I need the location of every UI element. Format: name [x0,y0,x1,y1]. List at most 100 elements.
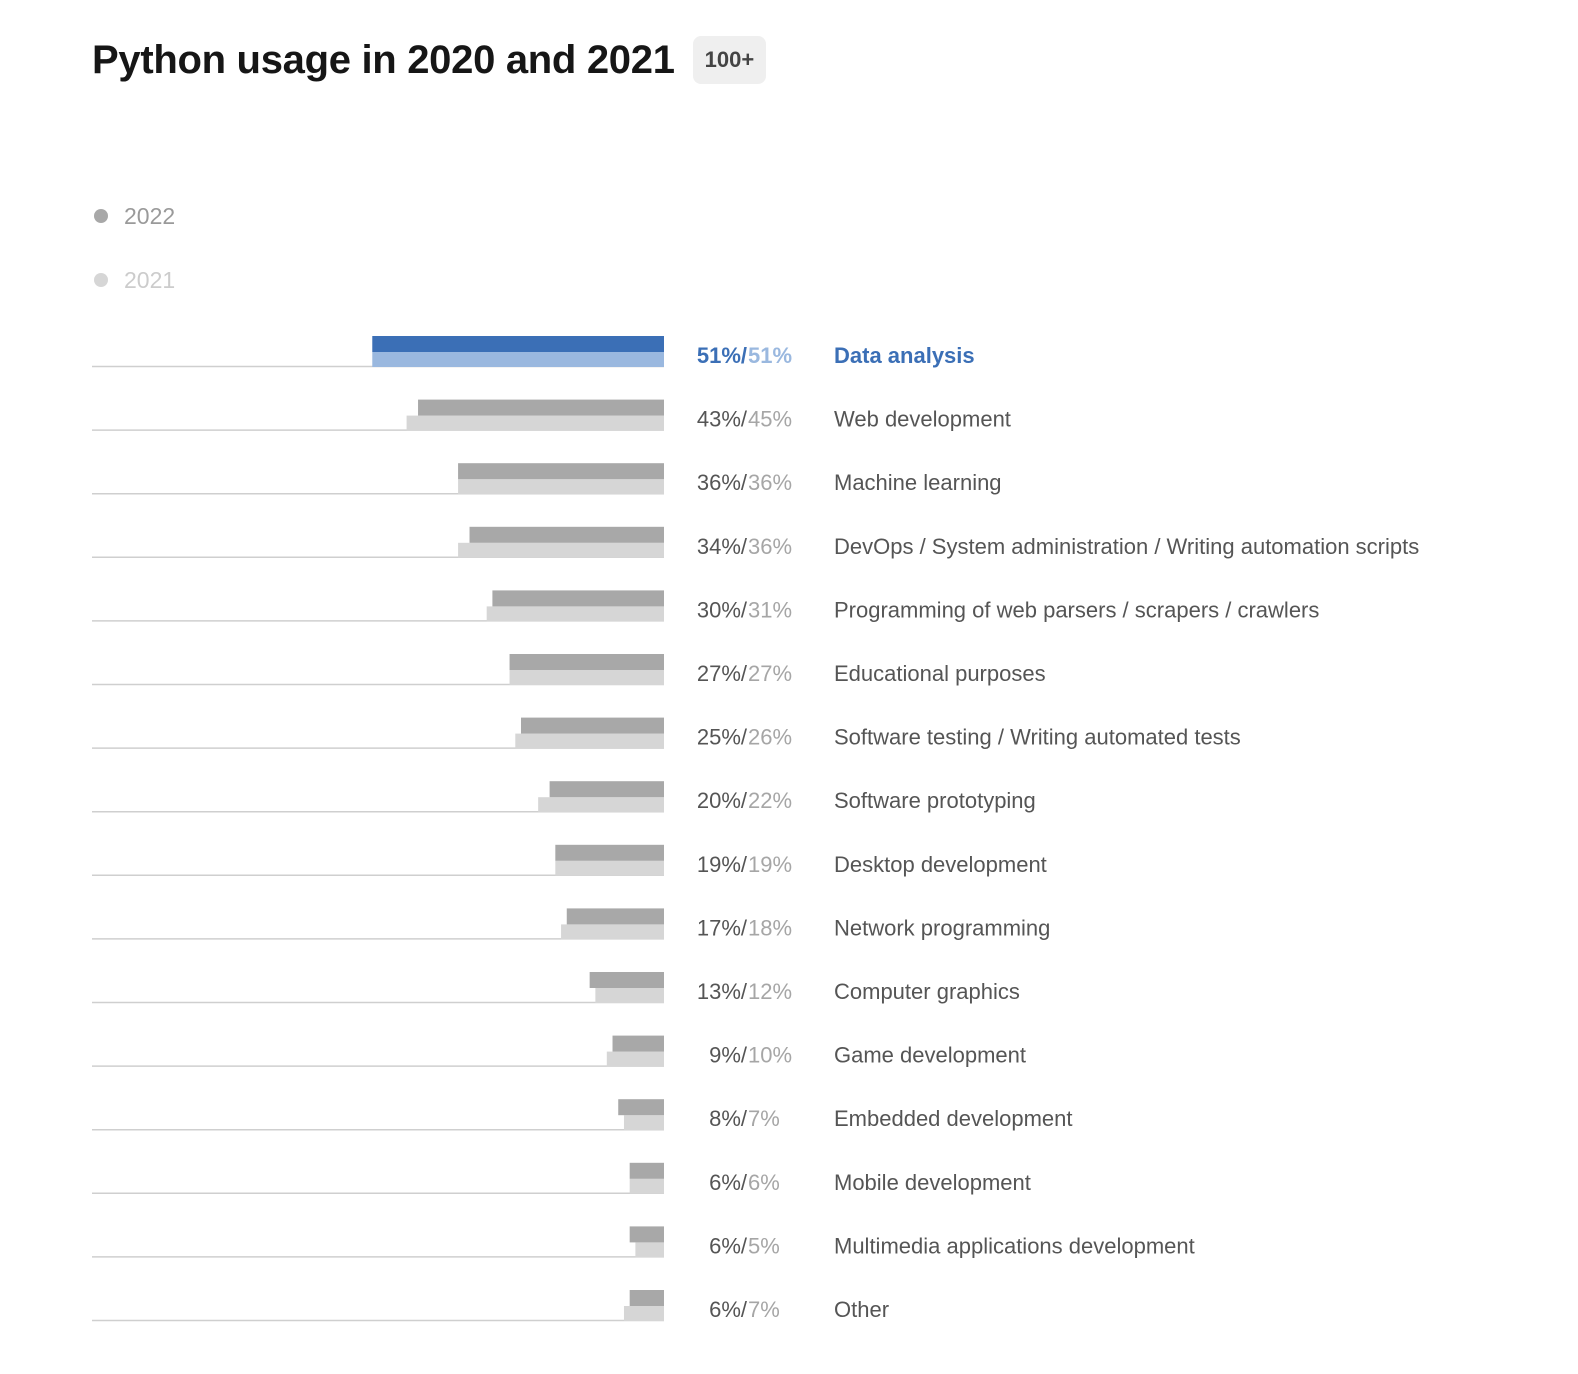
value-label-2021-row-6: 27% [748,661,792,686]
legend-item-2022[interactable]: 2022 [92,196,175,236]
bar-row-3: 36%/36% Machine learning [92,463,1002,495]
value-label-2021-row-9: 19% [748,852,792,877]
value-label-2021-row-13: 7% [748,1106,780,1131]
category-label-row-4: DevOps / System administration / Writing… [834,534,1419,559]
value-label-2022-row-1: 51%/ [697,343,747,368]
bar-2022-row-8 [549,781,664,798]
bar-2021-row-9 [555,860,664,876]
value-label-2021-row-11: 12% [748,979,792,1004]
value-label-2022-row-15: 6%/ [709,1233,748,1258]
value-label-2022-row-3: 36%/ [697,470,748,495]
bar-2022-row-16 [629,1290,664,1306]
category-label-row-3: Machine learning [834,470,1002,495]
bar-row-12: 9%/10% Game development [92,1035,1026,1068]
bar-row-2: 43%/45% Web development [92,399,1011,432]
bar-row-15: 6%/5% Multimedia applications development [92,1226,1195,1258]
value-label-2022-row-7: 25%/ [697,725,748,750]
bar-2022-row-1 [372,336,664,352]
bar-2022-row-4 [469,526,664,543]
bar-row-10: 17%/18% Network programming [92,908,1050,940]
value-label-2021-row-4: 36% [748,534,792,559]
value-label-2021-row-1: 51% [748,343,792,368]
bar-row-9: 19%/19% Desktop development [92,844,1047,877]
category-label-row-16: Other [834,1297,889,1322]
category-label-row-15: Multimedia applications development [834,1233,1195,1258]
value-label-2021-row-5: 31% [748,597,792,622]
category-label-row-5: Programming of web parsers / scrapers / … [834,597,1319,622]
legend-item-2021[interactable]: 2021 [92,260,175,300]
bar-2022-row-2 [418,399,664,416]
bar-row-16: 6%/7% Other [92,1290,889,1322]
bar-2021-row-8 [538,797,664,813]
bar-2021-row-5 [486,606,664,622]
value-label-2022-row-10: 17%/ [697,915,748,940]
bar-2022-row-6 [509,654,664,670]
category-label-row-6: Educational purposes [834,661,1046,686]
legend-dot-2021 [94,273,108,287]
value-label-2021-row-7: 26% [748,725,792,750]
value-label-2022-row-12: 9%/ [709,1043,748,1068]
bar-row-6: 27%/27% Educational purposes [92,654,1046,686]
bar-2021-row-16 [623,1306,664,1321]
value-label-2022-row-8: 20%/ [697,788,748,813]
bar-2021-row-13 [623,1115,664,1131]
bar-row-14: 6%/6% Mobile development [92,1162,1031,1195]
value-label-2022-row-16: 6%/ [709,1297,748,1322]
bar-2021-row-3 [458,479,664,495]
bar-2022-row-15 [629,1226,664,1243]
category-label-row-13: Embedded development [834,1106,1073,1131]
value-label-2021-row-14: 6% [748,1170,780,1195]
bar-2022-row-3 [458,463,664,480]
bar-row-13: 8%/7% Embedded development [92,1099,1073,1131]
category-label-row-11: Computer graphics [834,979,1020,1004]
legend-label-2022: 2022 [124,202,176,229]
bar-2022-row-7 [521,717,664,734]
value-label-2022-row-13: 8%/ [709,1106,748,1131]
bar-2021-row-6 [509,670,664,685]
category-label-row-7: Software testing / Writing automated tes… [834,725,1241,750]
value-label-2021-row-16: 7% [748,1297,780,1322]
category-label-row-10: Network programming [834,915,1050,940]
bar-2021-row-15 [635,1242,664,1258]
chart-legend: 2022 2021 [92,196,175,324]
category-label-row-2: Web development [834,407,1011,432]
bar-2021-row-1 [372,352,664,367]
value-label-2021-row-10: 18% [748,915,792,940]
bar-2022-row-10 [566,908,664,925]
category-label-row-1: Data analysis [834,343,975,368]
value-label-2022-row-4: 34%/ [697,534,748,559]
bar-2021-row-2 [406,415,664,431]
value-label-2022-row-5: 30%/ [697,597,748,622]
bar-row-7: 25%/26% Software testing / Writing automa… [92,717,1241,750]
value-label-2021-row-2: 45% [748,407,792,432]
bar-2022-row-11 [589,972,664,988]
chart-header: Python usage in 2020 and 2021 100+ [92,36,767,84]
value-label-2021-row-8: 22% [748,788,792,813]
bar-2022-row-5 [492,590,664,607]
value-label-2022-row-9: 19%/ [697,852,748,877]
bar-2021-row-12 [606,1051,664,1067]
bar-row-1: 51%/51% Data analysis [92,336,975,368]
bar-2021-row-4 [458,542,664,558]
category-label-row-14: Mobile development [834,1170,1031,1195]
category-label-row-9: Desktop development [834,852,1047,877]
bar-2022-row-13 [618,1099,664,1116]
value-label-2021-row-3: 36% [748,470,792,495]
value-label-2022-row-11: 13%/ [697,979,748,1004]
respondents-badge: 100+ [692,36,767,84]
bar-2021-row-7 [515,733,664,749]
bar-row-5: 30%/31% Programming of web parsers / scra… [92,590,1319,622]
bar-row-11: 13%/12% Computer graphics [92,972,1020,1004]
bar-2022-row-12 [612,1035,664,1052]
bar-row-8: 20%/22% Software prototyping [92,781,1036,813]
legend-dot-2022 [94,209,108,223]
bar-2021-row-11 [595,988,664,1003]
page-title: Python usage in 2020 and 2021 [92,38,675,82]
value-label-2021-row-12: 10% [748,1043,792,1068]
category-label-row-12: Game development [834,1043,1026,1068]
value-label-2021-row-15: 5% [748,1233,780,1258]
bar-row-4: 34%/36% DevOps / System administration / … [92,526,1419,559]
category-label-row-8: Software prototyping [834,788,1036,813]
legend-label-2021: 2021 [124,266,176,293]
